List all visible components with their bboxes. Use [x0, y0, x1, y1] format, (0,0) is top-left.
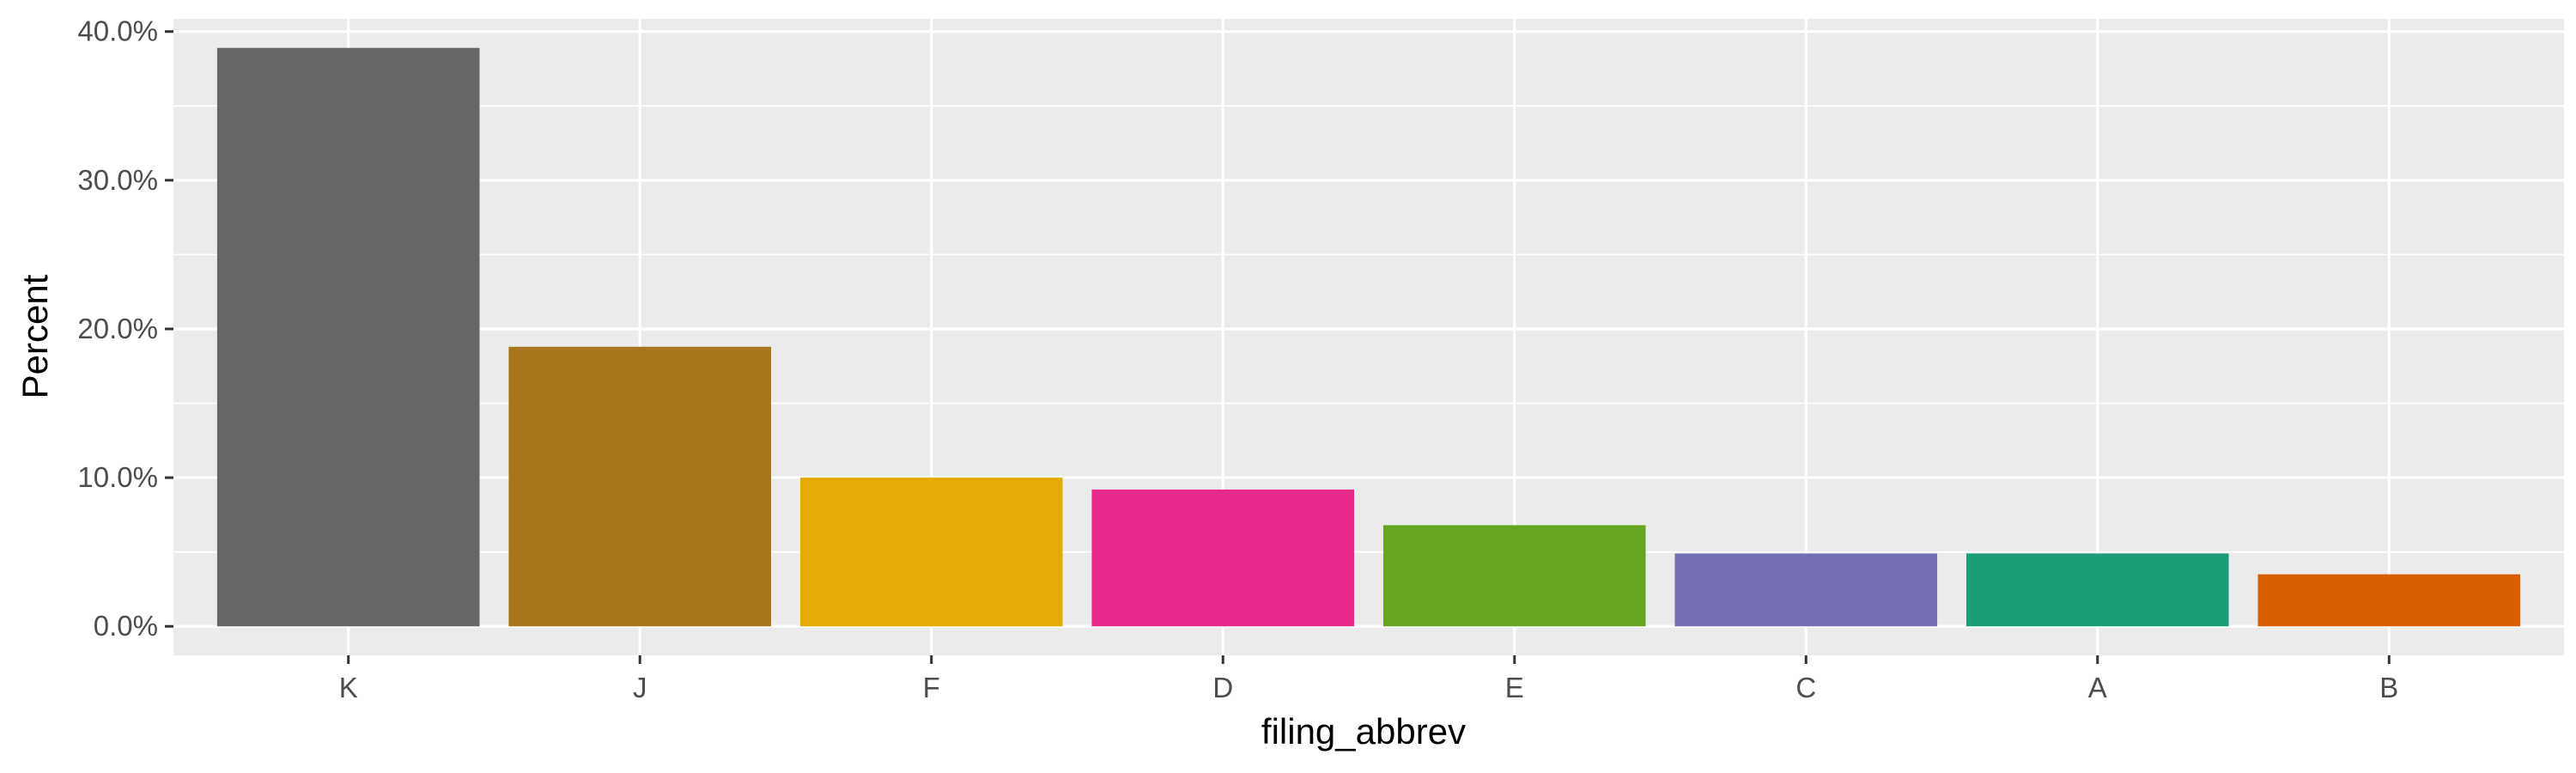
x-tick-label: A [2088, 672, 2107, 703]
x-tick-label: B [2379, 672, 2398, 703]
x-axis-title: filing_abbrev [1261, 711, 1466, 752]
bar-C [1674, 553, 1938, 627]
y-axis-title: Percent [15, 274, 55, 399]
bar-D [1091, 489, 1355, 627]
bar-B [2257, 574, 2521, 627]
y-tick-label: 30.0% [77, 164, 158, 196]
x-tick-label: K [339, 672, 358, 703]
y-tick-label: 20.0% [77, 313, 158, 344]
x-tick-label: C [1795, 672, 1816, 703]
bar-J [508, 346, 771, 627]
bar-F [799, 478, 1063, 627]
x-tick-label: F [923, 672, 940, 703]
x-tick-label: E [1505, 672, 1524, 703]
bar-A [1966, 553, 2229, 627]
bar-E [1382, 525, 1646, 627]
y-axis: 0.0% 10.0% 20.0% 30.0% 40.0% [77, 15, 173, 642]
x-tick-label: D [1212, 672, 1233, 703]
bar-K [216, 47, 480, 627]
y-tick-label: 40.0% [77, 15, 158, 47]
bars [216, 47, 2521, 627]
x-tick-label: J [633, 672, 647, 703]
y-tick-label: 0.0% [94, 610, 158, 642]
y-tick-label: 10.0% [77, 461, 158, 493]
